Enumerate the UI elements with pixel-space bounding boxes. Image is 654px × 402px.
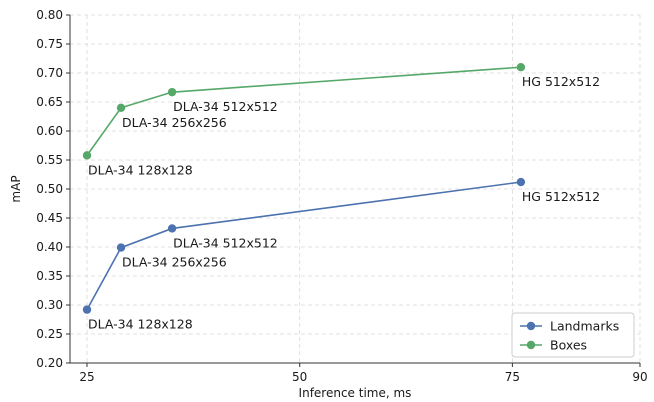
series-line-landmarks: [86, 181, 522, 311]
y-tick-label: 0.45: [36, 211, 63, 225]
data-point-landmarks: [82, 305, 92, 314]
y-tick-label: 0.50: [36, 182, 63, 196]
data-label: HG 512x512: [522, 74, 600, 89]
axes-layer: 0.20 0.25 0.30 0.35 0.40 0.45 0.50 0.55 0.60 0.65…: [36, 8, 647, 384]
data-point-boxes: [82, 151, 92, 160]
y-tick-label: 0.70: [36, 66, 63, 80]
legend-swatch-marker: [526, 321, 536, 331]
data-point-boxes: [167, 87, 177, 97]
data-label: DLA-34 256x256: [122, 115, 227, 130]
x-tick-label: 50: [292, 370, 307, 384]
grid-layer: [70, 14, 641, 364]
data-label: DLA-34 128x128: [88, 162, 193, 177]
data-point-landmarks: [167, 224, 177, 233]
legend-label: Landmarks: [550, 319, 619, 334]
y-tick-label: 0.60: [36, 124, 63, 138]
y-tick-label: 0.20: [36, 356, 63, 370]
y-tick-label: 0.35: [36, 269, 63, 283]
y-tick-label: 0.65: [36, 95, 63, 109]
data-point-boxes: [116, 103, 126, 113]
legend-swatch-marker: [526, 340, 536, 350]
data-point-landmarks: [516, 177, 526, 187]
x-tick-label: 25: [79, 370, 94, 384]
series-line-boxes: [86, 66, 521, 156]
data-label: DLA-34 512x512: [173, 99, 278, 114]
data-point-landmarks: [116, 243, 126, 252]
x-tick-label: 75: [505, 370, 520, 384]
data-label: DLA-34 256x256: [122, 255, 227, 270]
y-tick-label: 0.55: [36, 153, 63, 167]
y-tick-label: 0.80: [36, 8, 63, 22]
y-tick-label: 0.25: [36, 327, 63, 341]
legend-label: Boxes: [550, 338, 587, 353]
y-tick-label: 0.75: [36, 37, 63, 51]
legend: Landmarks Boxes: [511, 312, 635, 358]
data-point-boxes: [516, 62, 526, 72]
x-tick-label: 90: [632, 370, 647, 384]
x-axis-label: Inference time, ms: [299, 386, 412, 400]
data-label: DLA-34 512x512: [173, 235, 278, 250]
data-label: DLA-34 128x128: [88, 317, 193, 332]
legend-box: [511, 312, 635, 358]
data-label: HG 512x512: [522, 189, 600, 204]
series-layer: [82, 62, 526, 314]
y-axis-label: mAP: [9, 175, 23, 202]
y-tick-label: 0.40: [36, 240, 63, 254]
y-tick-label: 0.30: [36, 298, 63, 312]
